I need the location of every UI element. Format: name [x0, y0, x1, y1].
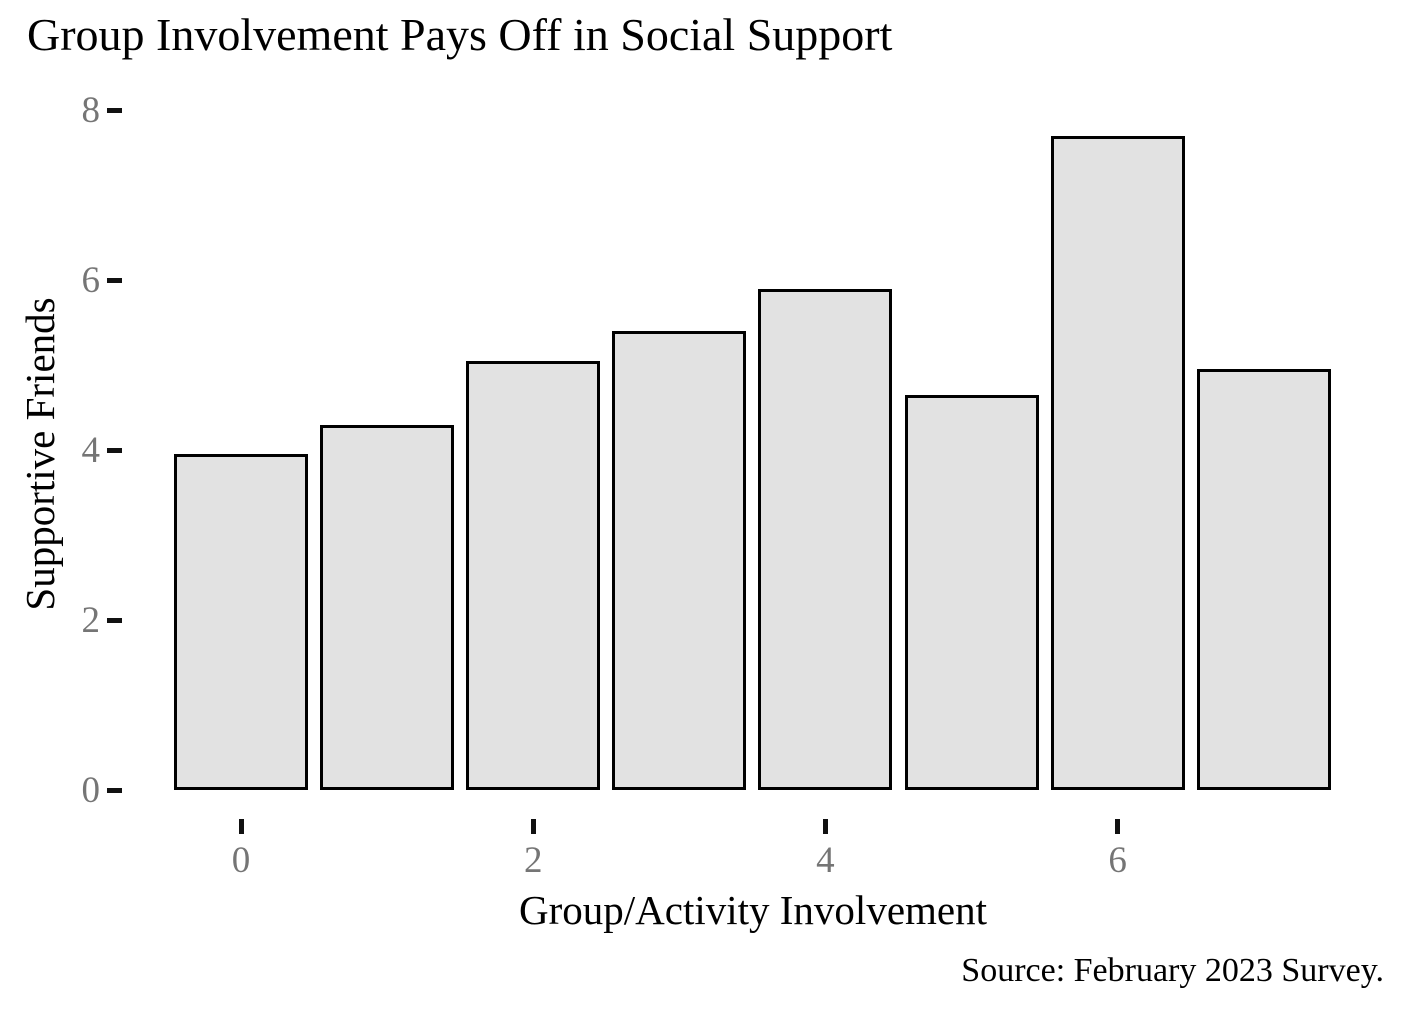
chart-title: Group Involvement Pays Off in Social Sup…: [27, 9, 893, 60]
x-tick-mark: [1115, 819, 1121, 834]
x-tick-label: 2: [523, 840, 543, 881]
bar: [174, 454, 308, 790]
bar: [758, 288, 893, 790]
x-tick-mark: [238, 819, 244, 834]
y-tick-label: 4: [81, 430, 101, 471]
source-note: Source: February 2023 Survey.: [961, 952, 1384, 989]
bar: [1050, 135, 1185, 790]
y-tick-mark: [107, 447, 122, 453]
y-tick-mark: [107, 277, 122, 283]
y-tick-label: 2: [81, 600, 101, 641]
x-tick-label: 0: [231, 840, 251, 881]
bar: [1196, 369, 1331, 790]
x-tick-label: 6: [1108, 840, 1127, 881]
bar: [320, 424, 455, 790]
y-tick-label: 6: [81, 260, 101, 301]
x-tick-mark: [822, 819, 828, 834]
y-tick-label: 8: [81, 90, 101, 131]
y-tick-mark: [107, 617, 122, 623]
y-tick-mark: [107, 787, 122, 793]
bar: [904, 394, 1039, 790]
y-tick-label: 0: [81, 770, 101, 811]
x-axis-label: Group/Activity Involvement: [519, 887, 987, 933]
x-tick-label: 4: [816, 840, 835, 881]
bar: [612, 331, 747, 790]
bar: [466, 360, 601, 790]
y-tick-mark: [107, 107, 122, 113]
x-tick-mark: [530, 819, 536, 834]
